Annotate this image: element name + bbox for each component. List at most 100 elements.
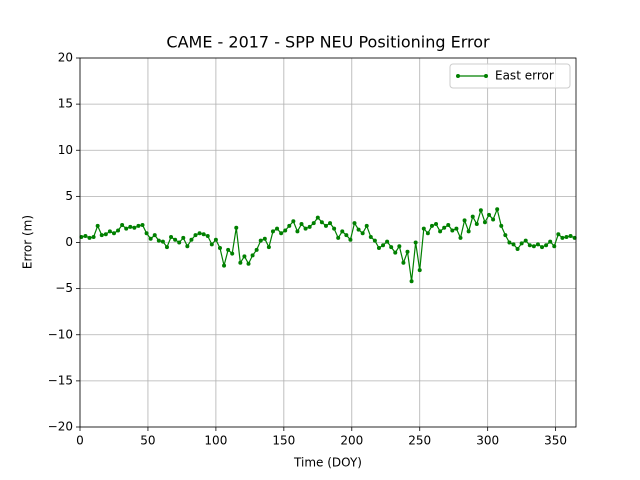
data-point [556, 232, 561, 237]
data-point [401, 260, 406, 265]
data-point [535, 242, 540, 247]
y-tick-label: −10 [48, 327, 73, 341]
data-point [319, 220, 324, 225]
data-point [173, 237, 178, 242]
data-point [213, 237, 218, 242]
data-point [258, 238, 263, 243]
legend-label: East error [495, 69, 554, 83]
data-point [544, 243, 549, 248]
data-point [340, 229, 345, 234]
data-point [160, 239, 165, 244]
data-point [531, 244, 536, 249]
data-point [360, 231, 365, 236]
data-point [438, 229, 443, 234]
data-point [466, 229, 471, 234]
data-point [152, 233, 157, 238]
data-point [136, 223, 141, 228]
chart-title: CAME - 2017 - SPP NEU Positioning Error [166, 33, 490, 52]
data-point [344, 233, 349, 238]
data-point [169, 234, 174, 239]
data-point [299, 222, 304, 227]
data-point [222, 263, 227, 268]
data-point [217, 246, 222, 251]
data-point [303, 226, 308, 231]
data-point [107, 229, 112, 234]
data-point [389, 245, 394, 250]
x-tick-label: 350 [544, 434, 567, 448]
data-point [189, 237, 194, 242]
data-line [81, 207, 575, 282]
data-point [364, 223, 369, 228]
data-point [552, 244, 557, 249]
y-tick-label: −20 [48, 420, 73, 434]
data-point [560, 235, 565, 240]
data-point [209, 242, 214, 247]
data-point [417, 268, 422, 273]
data-point [254, 247, 259, 252]
data-point [205, 234, 210, 239]
data-point [393, 250, 398, 255]
data-point [568, 234, 573, 239]
data-point [564, 234, 569, 239]
data-point [385, 239, 390, 244]
data-point [83, 234, 88, 239]
data-point [368, 234, 373, 239]
data-point [503, 233, 508, 238]
data-point [450, 228, 455, 233]
data-point [328, 221, 333, 226]
data-point [185, 244, 190, 249]
data-point [234, 225, 239, 230]
data-point [266, 245, 271, 250]
data-point [287, 223, 292, 228]
data-point [540, 245, 545, 250]
data-point [470, 214, 475, 219]
data-point [323, 223, 328, 228]
data-point [262, 236, 267, 241]
x-tick-label: 50 [140, 434, 155, 448]
data-point [103, 232, 108, 237]
data-point [454, 226, 459, 231]
x-axis-label: Time (DOY) [293, 456, 362, 470]
data-point [201, 232, 206, 237]
data-point [140, 222, 145, 227]
data-point [527, 243, 532, 248]
data-point [482, 220, 487, 225]
data-point [458, 235, 463, 240]
data-point [246, 261, 251, 266]
x-tick-label: 100 [204, 434, 227, 448]
legend-marker [456, 74, 460, 78]
data-point [291, 219, 296, 224]
data-point [197, 231, 202, 236]
data-point [148, 236, 153, 241]
data-point [405, 249, 410, 254]
x-tick-label: 300 [476, 434, 499, 448]
data-point [523, 238, 528, 243]
data-point [128, 224, 133, 229]
data-point [270, 229, 275, 234]
data-point [177, 240, 182, 245]
data-point [242, 254, 247, 259]
data-point [487, 212, 492, 217]
data-point [332, 226, 337, 231]
x-tick-label: 150 [272, 434, 295, 448]
data-point [124, 226, 129, 231]
data-point [238, 260, 243, 265]
data-point [99, 233, 104, 238]
y-tick-label: 20 [58, 51, 73, 65]
data-point [397, 244, 402, 249]
data-point [311, 221, 316, 226]
data-point [164, 245, 169, 250]
data-point [356, 227, 361, 232]
legend-marker [484, 74, 488, 78]
legend-box [449, 63, 571, 89]
y-tick-label: 0 [65, 235, 73, 249]
data-point [511, 242, 516, 247]
data-point [348, 237, 353, 242]
data-point [413, 240, 418, 245]
data-point [230, 251, 235, 256]
data-point [409, 279, 414, 284]
y-tick-label: 15 [58, 97, 73, 111]
data-point [425, 231, 430, 236]
data-point [156, 238, 161, 243]
